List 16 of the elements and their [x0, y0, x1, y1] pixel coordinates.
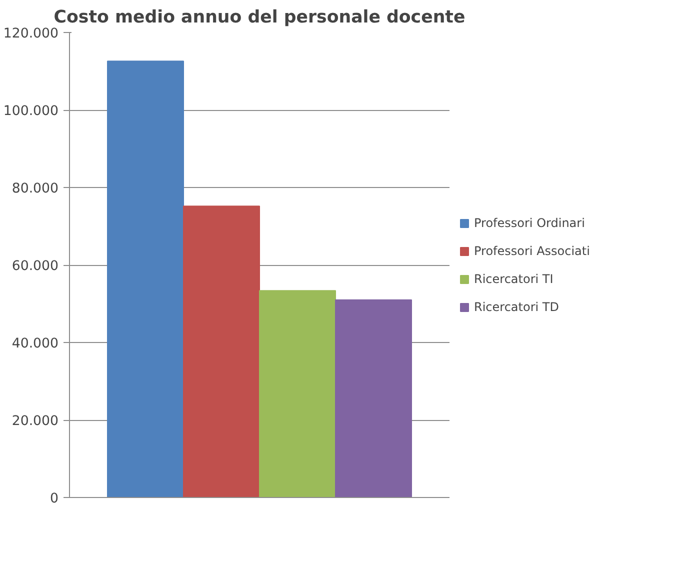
legend-label: Professori Ordinari [474, 216, 585, 230]
y-tick-label: 120.000 [3, 26, 59, 42]
legend-label: Professori Associati [474, 244, 590, 258]
chart-title: Costo medio annuo del personale docente [54, 8, 466, 28]
y-tick-label: 80.000 [12, 182, 59, 196]
y-tick-label: 40.000 [12, 336, 59, 352]
y-tick-label: 60.000 [12, 259, 59, 274]
y-tick-label: 0 [50, 492, 59, 506]
bar [183, 206, 260, 498]
bar [259, 290, 336, 498]
y-tick-label: 100.000 [3, 104, 59, 119]
bar [107, 60, 184, 498]
bar [335, 299, 412, 498]
legend-label: Ricercatori TI [474, 272, 554, 286]
legend-label: Ricercatori TD [474, 300, 559, 314]
y-tick-label: 20.000 [12, 414, 59, 429]
